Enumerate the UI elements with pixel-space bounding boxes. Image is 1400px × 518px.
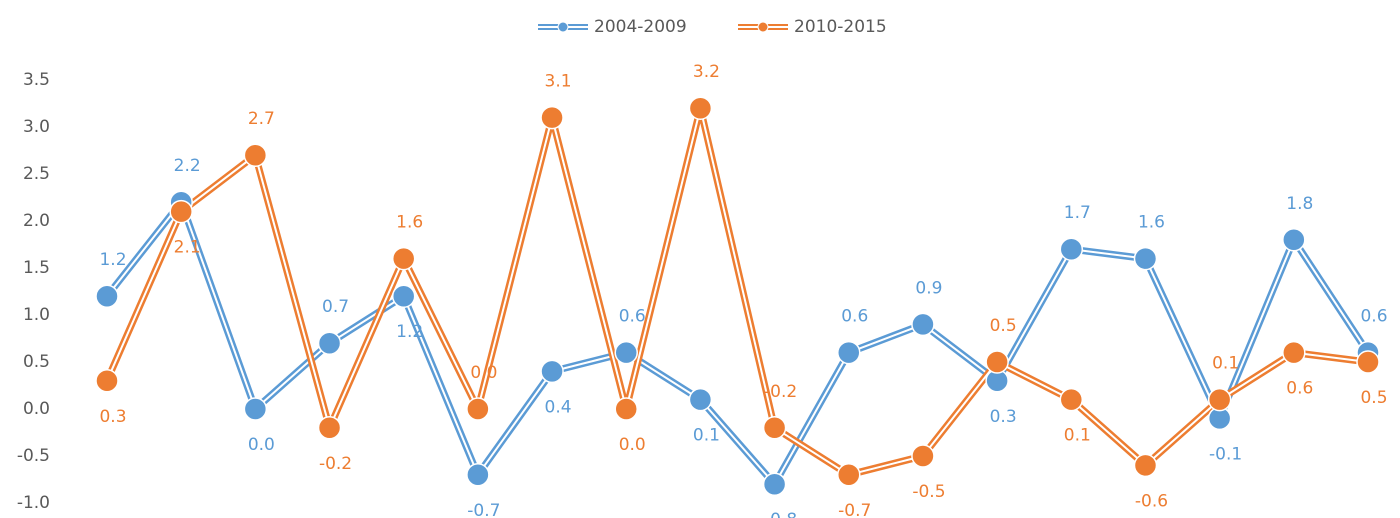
marker <box>466 397 490 421</box>
y-tick-label: 2.5 <box>23 164 50 184</box>
data-label: 2.2 <box>174 156 201 176</box>
marker <box>985 350 1009 374</box>
data-label: 1.6 <box>1138 213 1165 233</box>
data-label: 0.0 <box>470 363 497 383</box>
y-tick-label: 1.0 <box>23 305 50 325</box>
data-label: -0.8 <box>764 510 797 518</box>
series-line <box>103 104 1369 479</box>
marker <box>614 397 638 421</box>
data-label: -0.1 <box>1209 444 1242 464</box>
marker <box>95 369 119 393</box>
legend-marker <box>757 21 769 33</box>
data-label: 0.1 <box>1064 426 1091 446</box>
data-label: -0.5 <box>912 482 945 502</box>
series-line-inner <box>106 201 1369 486</box>
marker <box>317 331 342 355</box>
legend-marker <box>557 21 569 33</box>
data-label: 1.2 <box>396 322 423 342</box>
data-label: 0.6 <box>1286 379 1313 399</box>
y-tick-label: 0.5 <box>23 352 50 372</box>
marker <box>1282 340 1306 365</box>
marker <box>614 340 638 365</box>
data-label: 2.7 <box>248 109 275 129</box>
y-tick-label: 3.0 <box>23 117 50 137</box>
data-label: 0.1 <box>1212 354 1239 374</box>
series-line-inner <box>106 107 1369 476</box>
data-label: 0.0 <box>248 435 275 455</box>
marker <box>1207 387 1232 412</box>
marker <box>688 96 713 120</box>
data-label: 0.7 <box>322 297 349 317</box>
legend-label: 2010-2015 <box>794 17 887 37</box>
marker <box>911 444 935 468</box>
data-label: 0.6 <box>841 307 868 327</box>
data-label: 0.6 <box>1360 307 1387 327</box>
marker <box>466 463 490 487</box>
data-label: 0.3 <box>990 407 1017 427</box>
data-label: 0.0 <box>619 435 646 455</box>
legend-label: 2004-2009 <box>594 17 687 37</box>
marker <box>837 463 861 487</box>
y-tick-label: 0.0 <box>23 399 50 419</box>
data-label: 0.6 <box>619 307 646 327</box>
marker <box>391 284 416 308</box>
marker <box>391 246 416 271</box>
marker <box>317 416 342 440</box>
marker <box>1133 453 1158 478</box>
marker <box>837 340 861 365</box>
marker <box>762 472 787 496</box>
data-label: 1.7 <box>1064 203 1091 223</box>
marker <box>540 359 564 384</box>
marker <box>169 199 193 224</box>
data-label: 3.1 <box>545 72 572 92</box>
y-tick-label: 2.0 <box>23 211 50 231</box>
marker <box>243 397 268 421</box>
data-label: 0.1 <box>693 426 720 446</box>
data-label: 0.4 <box>545 397 572 417</box>
data-label: 1.2 <box>99 250 126 270</box>
marker <box>243 143 268 167</box>
data-label: 1.8 <box>1286 194 1313 214</box>
data-label: -0.7 <box>838 501 871 518</box>
data-label: 3.2 <box>693 62 720 82</box>
y-tick-label: 3.5 <box>23 70 50 90</box>
data-label: 0.9 <box>915 278 942 298</box>
marker <box>1282 228 1306 252</box>
data-label: 0.5 <box>990 316 1017 336</box>
marker <box>1356 350 1380 374</box>
marker <box>540 105 564 130</box>
y-tick-label: 1.5 <box>23 258 50 278</box>
data-label: 1.6 <box>396 213 423 233</box>
data-label: 0.3 <box>99 407 126 427</box>
marker <box>1059 237 1084 261</box>
marker <box>1059 387 1084 412</box>
y-tick-label: -0.5 <box>17 446 50 466</box>
marker <box>1133 246 1158 271</box>
data-label: -0.7 <box>467 501 500 518</box>
data-label: -0.6 <box>1135 491 1168 511</box>
data-label: -0.2 <box>764 382 797 402</box>
marker <box>911 312 935 337</box>
data-label: -0.2 <box>319 454 352 474</box>
data-label: 0.5 <box>1360 388 1387 408</box>
y-tick-label: -1.0 <box>17 493 50 513</box>
marker <box>762 416 787 440</box>
data-label: 2.1 <box>174 238 201 258</box>
marker <box>95 284 119 308</box>
marker <box>688 387 713 412</box>
